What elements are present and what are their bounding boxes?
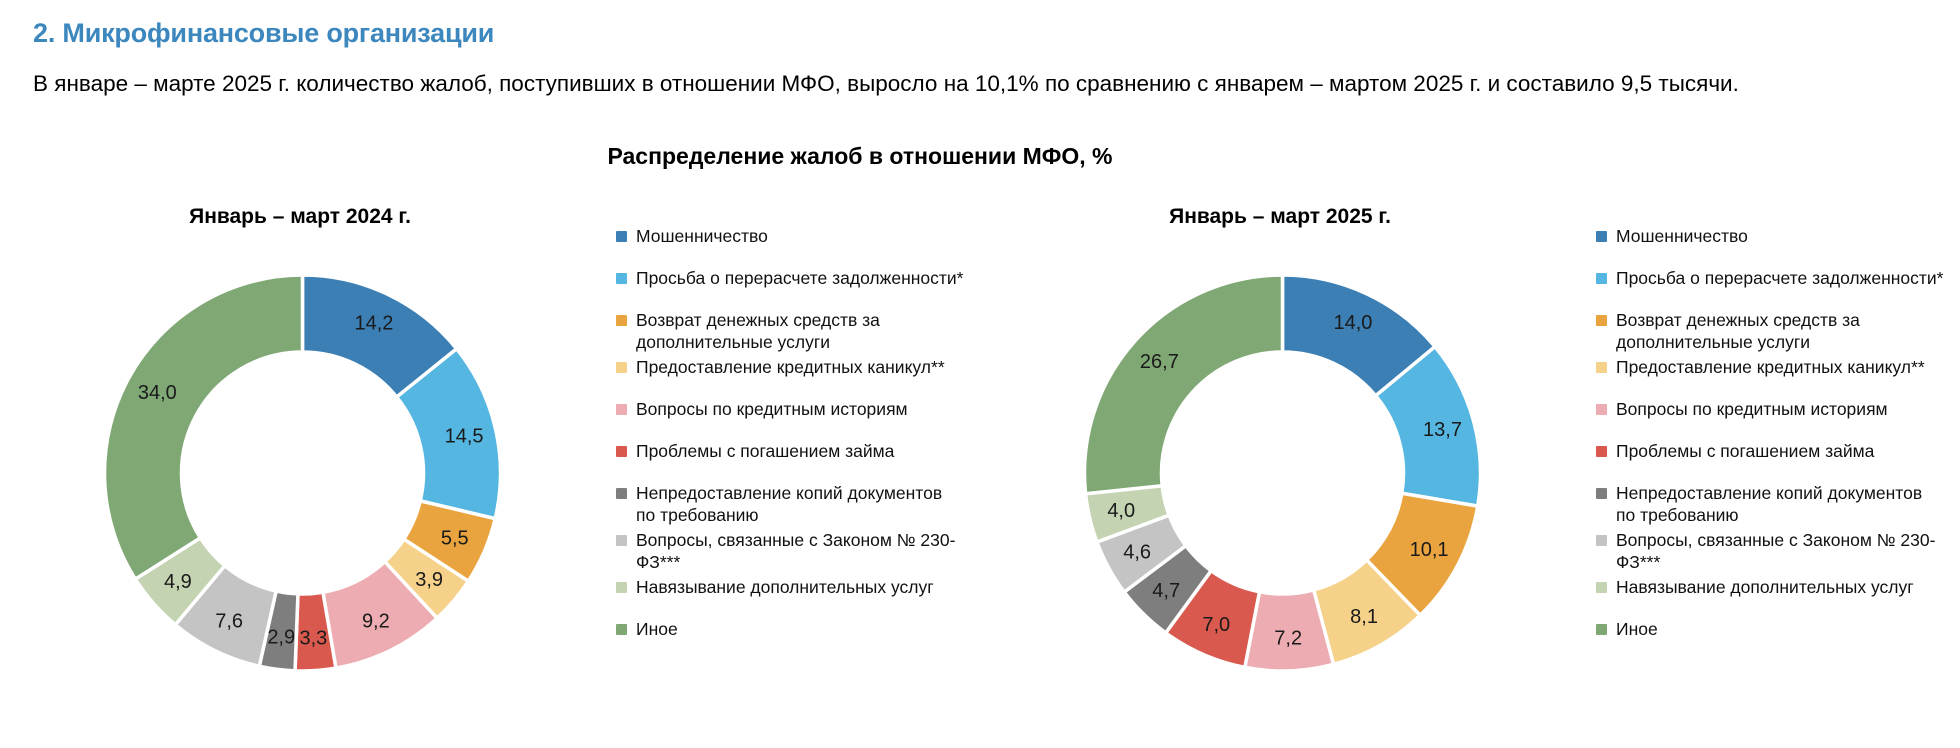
slice-value-label: 7,2 [1274,628,1302,650]
legend-item-label: Возврат денежных средств за дополнительн… [1616,310,1860,352]
slice-value-label: 14,0 [1334,312,1373,334]
legend-item-label: Вопросы, связанные с Законом № 230-ФЗ*** [1616,530,1936,572]
legend-color-swatch-icon [1596,231,1607,242]
legend-item[interactable]: Вопросы, связанные с Законом № 230-ФЗ*** [1596,529,1956,573]
legend-item[interactable]: Проблемы с погашением займа [616,440,976,462]
legend-item[interactable]: Предоставление кредитных каникул** [1596,356,1956,378]
legend-color-swatch-icon [616,446,627,457]
chart-panel-2025: Январь – март 2025 г. 14,0 13,7 10,1 8,1 7,2… [980,205,1960,745]
slice-value-label: 4,6 [1123,542,1151,564]
chart-subtitle-2025: Январь – март 2025 г. [1169,205,1391,228]
legend-item-label: Предоставление кредитных каникул** [1616,357,1925,377]
donut-chart-2024: 14,2 14,5 5,5 3,9 9,2 3,3 2,9 7,6 4,9 34,0 [35,233,570,733]
slice-value-label: 3,3 [300,627,328,649]
slice-value-label: 4,9 [164,571,192,593]
legend-item[interactable]: Навязывание дополнительных услуг [616,576,976,598]
chart-subtitle-2024: Январь – март 2024 г. [189,205,411,228]
legend-item[interactable]: Мошенничество [1596,225,1956,247]
legend-item-label: Возврат денежных средств за дополнительн… [636,310,880,352]
legend-color-swatch-icon [616,362,627,373]
legend-item[interactable]: Возврат денежных средств за дополнительн… [616,309,976,353]
donut-slice [1082,273,1285,496]
slice-value-label: 4,0 [1107,500,1135,522]
legend-item-label: Вопросы по кредитным историям [1616,399,1888,419]
legend-color-swatch-icon [1596,404,1607,415]
legend-item-label: Мошенничество [636,226,768,246]
legend-item-label: Непредоставление копий документов по тре… [636,483,943,525]
legend-color-swatch-icon [616,231,627,242]
legend-item-label: Проблемы с погашением займа [1616,441,1875,461]
legend-color-swatch-icon [1596,315,1607,326]
legend-item[interactable]: Вопросы по кредитным историям [616,398,976,420]
legend-color-swatch-icon [1596,624,1607,635]
legend-color-swatch-icon [616,273,627,284]
legend-color-swatch-icon [1596,535,1607,546]
legend-item[interactable]: Просьба о перерасчете задолженности* [1596,267,1956,289]
legend-color-swatch-icon [1596,273,1607,284]
slice-value-label: 2,9 [267,626,295,648]
legend-color-swatch-icon [616,404,627,415]
slice-value-label: 3,9 [415,569,443,591]
legend-item[interactable]: Вопросы, связанные с Законом № 230-ФЗ*** [616,529,976,573]
legend-color-swatch-icon [1596,582,1607,593]
legend-item-label: Вопросы по кредитным историям [636,399,908,419]
slice-value-label: 4,7 [1152,580,1180,602]
slice-value-label: 14,2 [355,313,394,335]
legend-item-label: Иное [636,619,678,639]
slice-value-label: 5,5 [441,527,469,549]
legend-color-swatch-icon [1596,488,1607,499]
slice-value-label: 7,6 [215,611,243,633]
legend-item-label: Непредоставление копий документов по тре… [1616,483,1923,525]
chart-panel-2024: Январь – март 2024 г. 14,2 14,5 5,5 3,9 9,2 3… [0,205,980,745]
section-heading: 2. Микрофинансовые организации [33,18,495,48]
legend-item-label: Просьба о перерасчете задолженности* [636,268,964,288]
legend-2025: Мошенничество Просьба о перерасчете задол… [1596,225,1956,643]
slice-value-label: 8,1 [1350,606,1378,628]
legend-item[interactable]: Предоставление кредитных каникул** [616,356,976,378]
legend-color-swatch-icon [1596,362,1607,373]
donut-chart-2025: 14,0 13,7 10,1 8,1 7,2 7,0 4,7 4,6 4,0 26,7 [1015,233,1550,733]
legend-item[interactable]: Непредоставление копий документов по тре… [1596,482,1956,526]
legend-2024: Мошенничество Просьба о перерасчете задол… [616,225,976,643]
legend-item[interactable]: Мошенничество [616,225,976,247]
slice-value-label: 10,1 [1410,539,1449,561]
slice-value-label: 7,0 [1202,614,1230,636]
legend-item[interactable]: Навязывание дополнительных услуг [1596,576,1956,598]
legend-item[interactable]: Иное [616,618,976,640]
legend-item[interactable]: Вопросы по кредитным историям [1596,398,1956,420]
legend-item-label: Предоставление кредитных каникул** [636,357,945,377]
legend-color-swatch-icon [1596,446,1607,457]
legend-item[interactable]: Иное [1596,618,1956,640]
slice-value-label: 14,5 [445,425,484,447]
legend-item-label: Мошенничество [1616,226,1748,246]
donut-slice [102,273,305,582]
intro-paragraph: В январе – марте 2025 г. количество жало… [33,71,1739,96]
legend-item[interactable]: Проблемы с погашением займа [1596,440,1956,462]
legend-item-label: Просьба о перерасчете задолженности* [1616,268,1944,288]
legend-item[interactable]: Возврат денежных средств за дополнительн… [1596,309,1956,353]
legend-color-swatch-icon [616,315,627,326]
slice-value-label: 34,0 [138,382,177,404]
legend-item-label: Иное [1616,619,1658,639]
legend-color-swatch-icon [616,488,627,499]
legend-color-swatch-icon [616,582,627,593]
legend-item-label: Проблемы с погашением займа [636,441,895,461]
slice-value-label: 26,7 [1140,351,1179,373]
legend-color-swatch-icon [616,535,627,546]
slice-value-label: 13,7 [1423,419,1462,441]
legend-item-label: Навязывание дополнительных услуг [1616,577,1914,597]
legend-color-swatch-icon [616,624,627,635]
slice-value-label: 9,2 [362,611,390,633]
legend-item-label: Навязывание дополнительных услуг [636,577,934,597]
chart-title: Распределение жалоб в отношении МФО, % [607,143,1113,169]
legend-item[interactable]: Просьба о перерасчете задолженности* [616,267,976,289]
legend-item-label: Вопросы, связанные с Законом № 230-ФЗ*** [636,530,956,572]
legend-item[interactable]: Непредоставление копий документов по тре… [616,482,976,526]
